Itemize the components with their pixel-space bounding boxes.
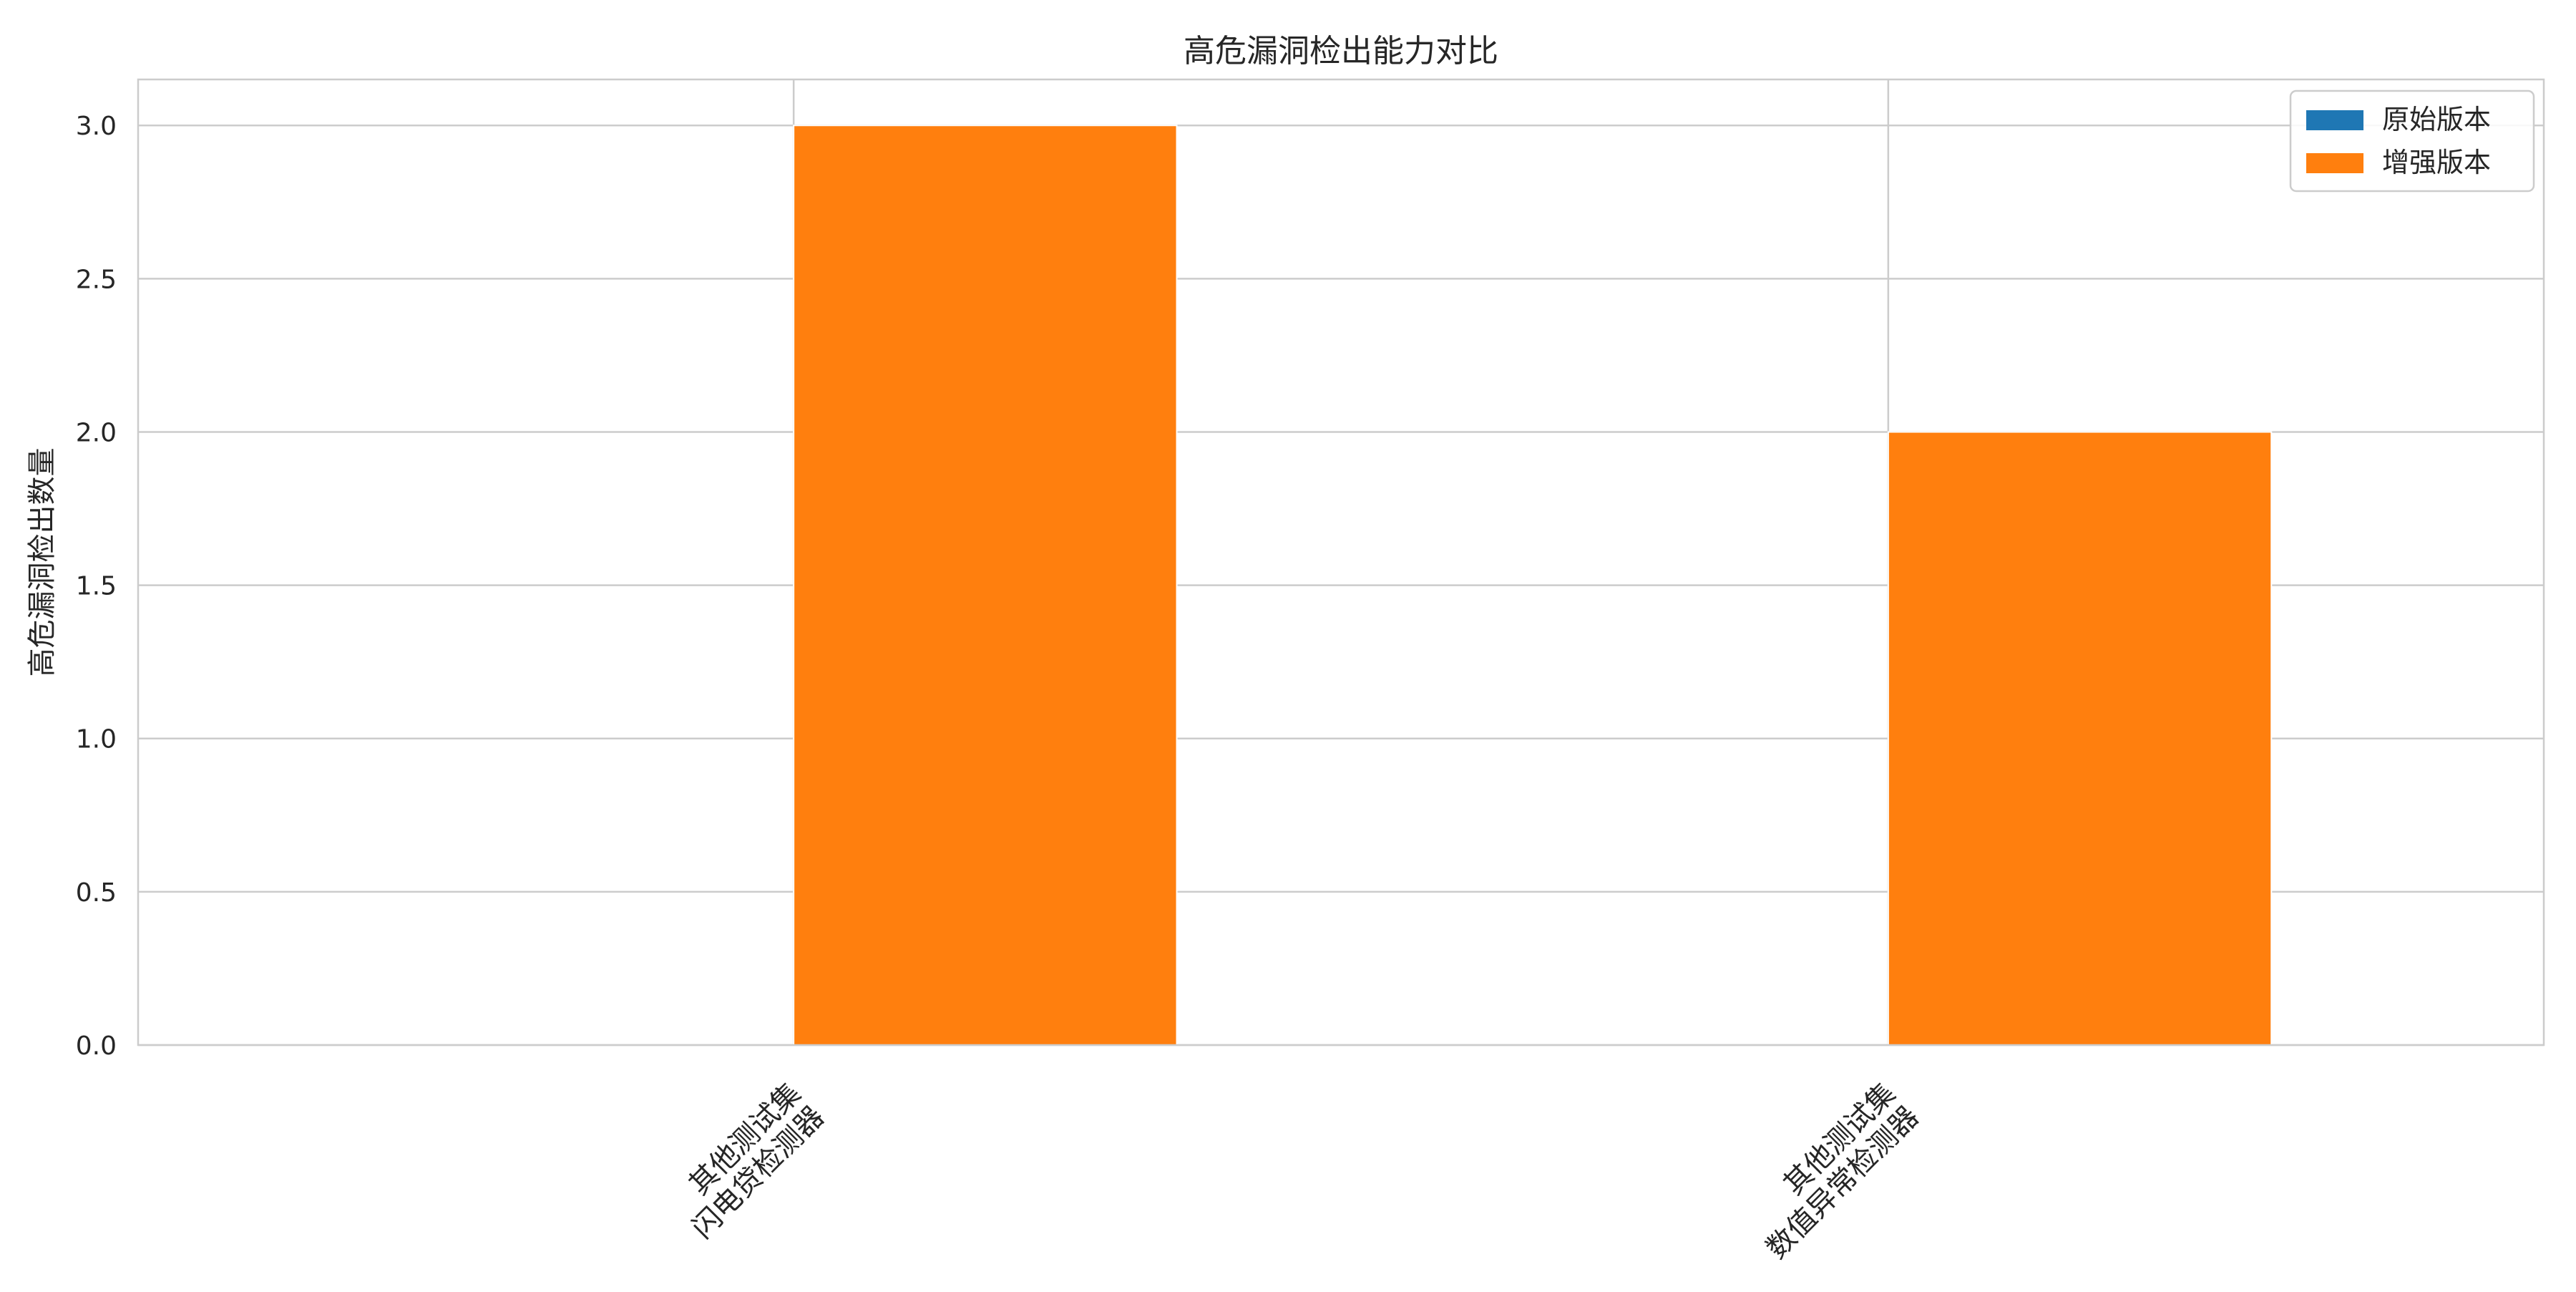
legend-label: 原始版本 [2382, 104, 2491, 135]
y-axis-label: 高危漏洞检出数量 [26, 448, 59, 677]
y-tick-label: 2.0 [76, 418, 117, 447]
y-tick-label: 0.5 [76, 878, 117, 908]
bar-enhanced-1 [794, 125, 1176, 1045]
legend-swatch [2306, 110, 2363, 130]
chart-title: 高危漏洞检出能力对比 [1184, 33, 1498, 69]
legend-label: 增强版本 [2382, 147, 2491, 178]
y-tick-label: 2.5 [76, 265, 117, 294]
y-tick-label: 1.5 [76, 572, 117, 601]
y-tick-label: 0.0 [76, 1031, 117, 1061]
legend-swatch [2306, 153, 2363, 173]
y-tick-label: 1.0 [76, 725, 117, 754]
y-tick-label: 3.0 [76, 112, 117, 141]
bar-enhanced-2 [1888, 432, 2271, 1045]
